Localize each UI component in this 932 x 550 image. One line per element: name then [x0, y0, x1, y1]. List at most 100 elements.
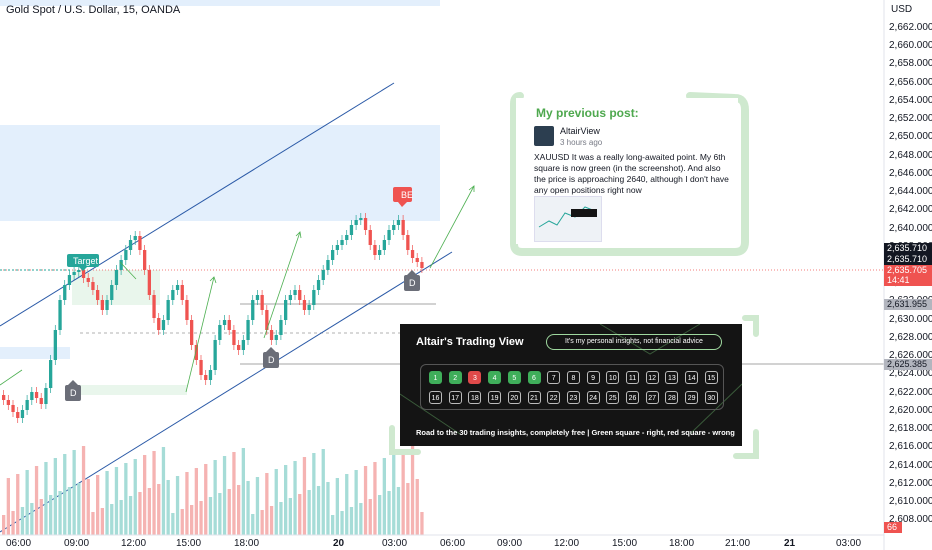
time-tick-label: 12:00: [121, 538, 147, 549]
candle: [382, 240, 386, 250]
symbol-title[interactable]: Gold Spot / U.S. Dollar, 15, OANDA: [6, 4, 181, 16]
insight-square: 27: [645, 391, 659, 404]
insight-square: 7: [547, 371, 561, 384]
candle: [288, 295, 292, 300]
volume-bar: [218, 493, 222, 535]
volume-bar: [6, 478, 10, 535]
candle: [2, 395, 6, 400]
volume-bar: [67, 487, 72, 535]
volume-bar: [58, 491, 62, 535]
insight-square: 19: [488, 391, 502, 404]
volume-bar: [138, 492, 142, 535]
banner-frame-bl: [389, 425, 421, 455]
price-tick-label: 2,660.000: [889, 40, 932, 52]
candle: [53, 330, 57, 360]
volume-bar: [110, 504, 114, 535]
candle: [312, 290, 316, 305]
price-tag-level2: 2,625.385: [884, 359, 932, 370]
top-zone: [0, 0, 440, 6]
volume-bar: [326, 482, 330, 535]
candle: [100, 300, 104, 310]
candle: [67, 275, 72, 285]
candle: [218, 325, 222, 340]
insight-square: 11: [626, 371, 639, 384]
price-tick-label: 2,662.000: [889, 22, 932, 33]
volume-bar: [307, 490, 311, 535]
volume-bar: [316, 486, 321, 535]
target-marker: [67, 254, 99, 271]
candle: [349, 225, 354, 235]
candle: [274, 335, 278, 340]
d-label-2: D: [268, 355, 275, 365]
volume-bar: [298, 494, 302, 535]
volume-bar: [312, 453, 316, 535]
price-tick-label: 2,644.000: [889, 186, 932, 198]
volume-bar: [175, 476, 180, 535]
price-tag-high: 2,635.710: [884, 243, 932, 254]
volume-bar: [265, 473, 269, 535]
volume-bar: [251, 514, 255, 535]
volume-bars: [2, 446, 424, 535]
candle: [373, 245, 377, 255]
price-tick-label: 2,620.000: [889, 404, 932, 416]
candle: [96, 290, 100, 300]
time-tick-label: 15:00: [612, 538, 638, 549]
candle: [34, 392, 39, 398]
price-tick-label: 2,626.000: [889, 350, 932, 362]
price-tick-label: 2,630.000: [889, 313, 932, 325]
candle: [232, 330, 236, 345]
candle: [368, 230, 372, 245]
volume-bar: [293, 461, 297, 535]
time-tick-label: 09:00: [64, 538, 90, 549]
insight-square: 25: [606, 391, 620, 404]
post-author[interactable]: AltairView: [560, 126, 600, 136]
volume-bar: [232, 452, 236, 535]
insight-square: 26: [626, 391, 639, 404]
insight-square: 4: [488, 371, 502, 384]
volume-bar: [396, 487, 401, 535]
volume-bar: [406, 483, 410, 535]
price-tag-level1: 2,631.955: [884, 299, 932, 310]
volume-bar: [331, 515, 335, 535]
insight-square: 30: [704, 391, 718, 404]
insight-square: 12: [645, 371, 659, 384]
volume-bar: [25, 470, 29, 535]
candle: [110, 285, 114, 300]
candle: [284, 300, 288, 320]
banner-disclaimer: It's my personal insights, not financial…: [546, 334, 722, 350]
price-tick-label: 2,610.000: [889, 495, 932, 507]
volume-bar: [255, 477, 260, 535]
candle: [354, 220, 358, 225]
time-tick-label: 03:00: [836, 538, 862, 549]
banner-frame-br: [733, 429, 759, 459]
price-tick-label: 2,658.000: [889, 58, 932, 70]
insight-square: 18: [468, 391, 482, 404]
volume-bar: [161, 447, 166, 535]
time-tick-label: 12:00: [554, 538, 580, 549]
insight-square: 17: [448, 391, 462, 404]
candle: [180, 285, 184, 300]
candle: [269, 330, 274, 340]
banner-title: Altair's Trading View: [416, 336, 524, 348]
candle: [199, 360, 203, 375]
volume-bar: [415, 479, 419, 535]
candle: [420, 262, 424, 268]
volume-bar: [288, 498, 292, 535]
avatar: [534, 126, 554, 146]
post-thumbnail[interactable]: [534, 196, 602, 242]
price-tick-label: 2,646.000: [889, 167, 932, 179]
insight-square: 21: [527, 391, 541, 404]
volume-bar: [157, 484, 161, 535]
volume-bar: [81, 446, 86, 535]
candle: [316, 280, 321, 290]
volume-bar: [30, 503, 34, 535]
volume-bar: [246, 481, 250, 535]
volume-bar: [302, 457, 307, 535]
candle: [265, 310, 269, 330]
candle: [161, 320, 166, 330]
volume-bar: [100, 508, 104, 535]
previous-post-card[interactable]: My previous post: AltairView 3 hours ago…: [516, 98, 738, 244]
insight-square: 6: [527, 371, 541, 384]
